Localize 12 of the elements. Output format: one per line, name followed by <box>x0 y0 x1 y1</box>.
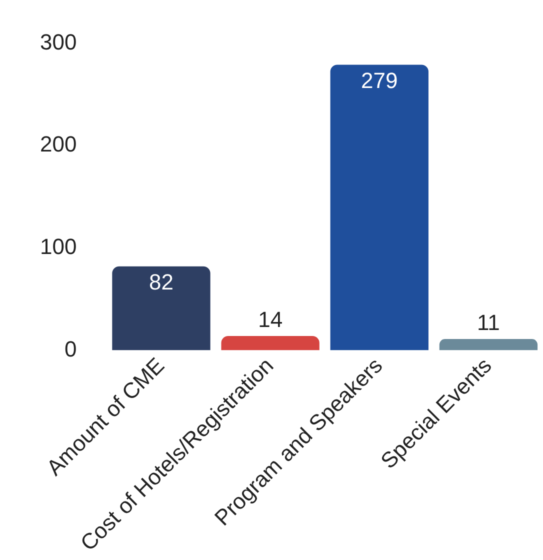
data-label: 82 <box>149 269 174 294</box>
bar <box>439 339 538 350</box>
data-label: 14 <box>258 307 283 332</box>
bar <box>112 266 210 350</box>
y-tick-label: 100 <box>40 234 77 259</box>
data-label: 11 <box>477 310 500 336</box>
bar <box>330 64 428 350</box>
bar <box>221 336 320 350</box>
data-label: 279 <box>361 68 398 93</box>
y-tick-label: 0 <box>64 336 77 362</box>
y-tick-label: 300 <box>40 29 77 54</box>
y-tick-label: 200 <box>40 132 77 157</box>
